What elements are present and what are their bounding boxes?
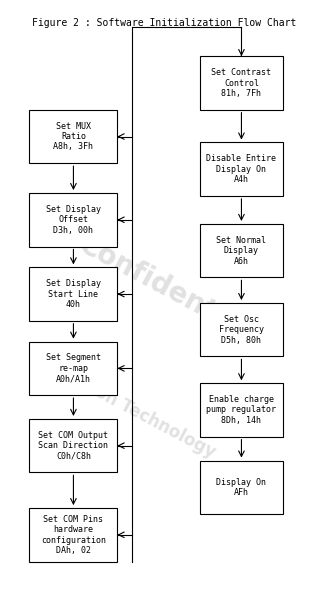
FancyBboxPatch shape (200, 224, 283, 277)
FancyBboxPatch shape (30, 508, 117, 562)
FancyBboxPatch shape (200, 142, 283, 196)
Text: Set Display
Offset
D3h, 00h: Set Display Offset D3h, 00h (46, 205, 101, 235)
Text: Set Contrast
Control
81h, 7Fh: Set Contrast Control 81h, 7Fh (212, 68, 271, 98)
FancyBboxPatch shape (200, 303, 283, 356)
Text: Set Osc
Frequency
D5h, 80h: Set Osc Frequency D5h, 80h (219, 315, 264, 344)
Text: Display On
AFh: Display On AFh (216, 478, 266, 497)
Text: Set MUX
Ratio
A8h, 3Fh: Set MUX Ratio A8h, 3Fh (53, 122, 93, 151)
FancyBboxPatch shape (30, 341, 117, 395)
Text: Figure 2 : Software Initialization Flow Chart: Figure 2 : Software Initialization Flow … (32, 17, 297, 28)
Text: Set Segment
re-map
A0h/A1h: Set Segment re-map A0h/A1h (46, 353, 101, 383)
Text: Set Normal
Display
A6h: Set Normal Display A6h (216, 236, 266, 266)
FancyBboxPatch shape (200, 383, 283, 437)
Text: Disable Entire
Display On
A4h: Disable Entire Display On A4h (206, 154, 276, 184)
FancyBboxPatch shape (30, 268, 117, 321)
FancyBboxPatch shape (200, 56, 283, 110)
Text: Confidential: Confidential (74, 231, 255, 345)
Text: Set COM Pins
hardware
configuration
DAh, 02: Set COM Pins hardware configuration DAh,… (41, 515, 106, 555)
Text: Set COM Output
Scan Direction
C0h/C8h: Set COM Output Scan Direction C0h/C8h (38, 431, 109, 461)
FancyBboxPatch shape (200, 461, 283, 514)
FancyBboxPatch shape (30, 110, 117, 163)
FancyBboxPatch shape (30, 419, 117, 472)
Text: Univision Technology: Univision Technology (36, 353, 218, 461)
Text: Enable charge
pump regulator
8Dh, 14h: Enable charge pump regulator 8Dh, 14h (206, 395, 276, 425)
FancyBboxPatch shape (30, 193, 117, 247)
Text: Set Display
Start Line
40h: Set Display Start Line 40h (46, 279, 101, 309)
